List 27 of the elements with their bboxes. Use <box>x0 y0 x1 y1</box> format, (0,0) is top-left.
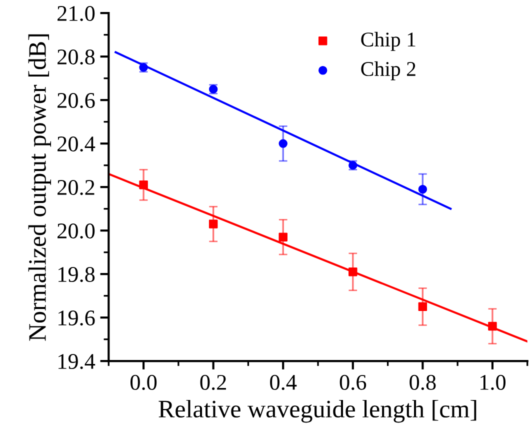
y-tick-label: 19.4 <box>58 354 96 370</box>
x-tick-label: 0.6 <box>340 374 366 390</box>
point <box>418 184 428 194</box>
point <box>418 302 428 312</box>
point <box>278 232 288 242</box>
point <box>278 139 288 148</box>
y-tick-label: 20.0 <box>58 223 95 239</box>
x-tick-label: 0.0 <box>130 374 157 390</box>
y-tick-label: 19.8 <box>58 266 95 282</box>
y-tick-label: 20.4 <box>58 136 96 152</box>
x-tick-label: 0.8 <box>410 374 436 390</box>
y-tick-label: 20.2 <box>58 180 94 196</box>
y-axis-title: Normalized output power [dB] <box>28 34 52 341</box>
x-tick-label: 0.4 <box>270 374 297 390</box>
legend-label: Chip 1 <box>361 32 416 51</box>
x-axis-title: Relative waveguide length [cm] <box>158 400 476 423</box>
y-tick-label: 20.8 <box>58 49 95 65</box>
point <box>348 268 358 276</box>
point <box>139 180 148 190</box>
legend-label: Chip 2 <box>361 61 416 80</box>
y-tick-label: 20.6 <box>58 92 95 108</box>
y-tick-label: 21.0 <box>58 6 95 22</box>
point <box>208 220 218 228</box>
x-tick-label: 0.2 <box>200 374 226 390</box>
point <box>488 322 497 331</box>
y-tick-label: 19.6 <box>58 310 95 326</box>
x-tick-label: 1.0 <box>480 374 506 390</box>
